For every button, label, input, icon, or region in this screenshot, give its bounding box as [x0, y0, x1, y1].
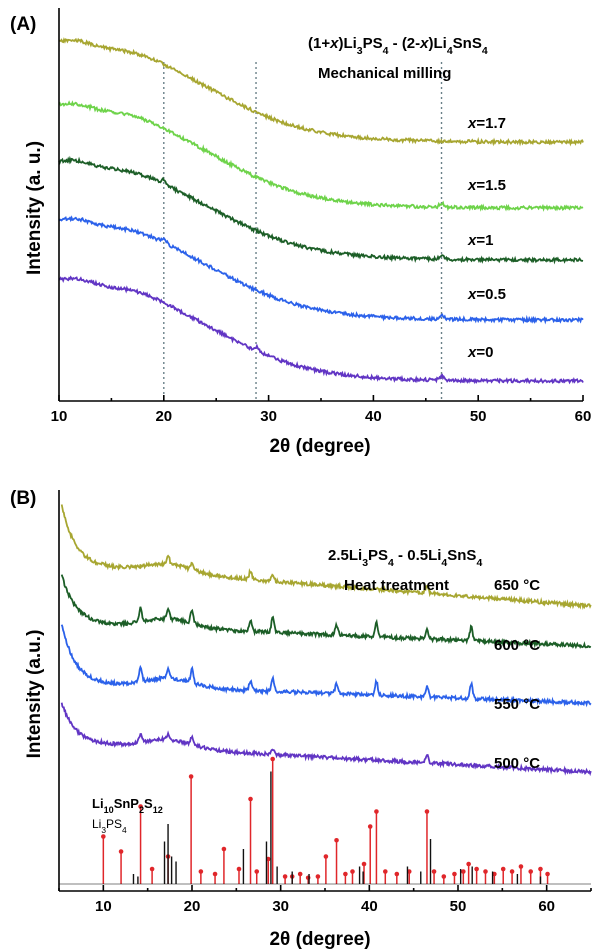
panel-b-x-axis-label: 2θ (degree): [269, 929, 370, 950]
panel-b-x-tick-label: 30: [272, 898, 289, 915]
reference-peak-marker: [382, 869, 388, 874]
reference-peak-marker: [118, 849, 124, 854]
reference-peak-marker: [212, 871, 218, 877]
panel-b-x-tick-label: 60: [538, 898, 555, 915]
reference-peak-marker: [343, 871, 348, 877]
panel-a-subtitle: Mechanical milling: [318, 65, 451, 82]
panel-b-series-line: [60, 504, 592, 610]
reference-peak-marker: [518, 864, 524, 869]
panel-b-reference-patterns: [59, 756, 591, 885]
panel-b-x-tick-label: 20: [184, 898, 201, 915]
panel-b-x-tick-label: 10: [95, 898, 112, 915]
panel-b-series-label: 500 °C: [494, 755, 540, 772]
panel-b-series-label: 650 °C: [494, 577, 540, 594]
reference-peak-marker: [282, 874, 288, 879]
panel-b-title: 2.5Li3PS4 - 0.5Li4SnS4: [328, 547, 482, 569]
reference-peak-marker: [315, 874, 321, 879]
reference-peak-marker: [466, 861, 471, 867]
reference-peak-marker: [270, 756, 275, 762]
reference-peak-marker: [297, 871, 303, 877]
panel-a-series-label: x=1.5: [467, 177, 506, 194]
panel-b-series-line: [60, 702, 592, 777]
reference-peak-marker: [248, 796, 253, 802]
panel-b-x-tick-label: 40: [361, 898, 378, 915]
panel-a-series-label: x=1.7: [467, 115, 506, 132]
panel-b-subtitle: Heat treatment: [344, 577, 449, 594]
reference-peak-marker: [323, 854, 329, 859]
panel-b-series: [60, 504, 592, 777]
panel-a-x-tick-label: 30: [260, 408, 277, 425]
panel-b-label: (B): [10, 488, 36, 509]
reference-peak-marker: [474, 866, 479, 872]
reference-peak-marker: [545, 871, 550, 877]
panel-a-series-line: [58, 100, 584, 212]
panel-a-series-label: x=0: [467, 344, 493, 361]
panel-a-x-tick-label: 40: [365, 408, 382, 425]
reference-peak-marker: [461, 869, 466, 874]
reference-peak-marker: [350, 869, 355, 874]
reference-peak-marker: [431, 869, 437, 874]
reference-peak-marker: [334, 837, 339, 843]
panel-a-series-line: [58, 155, 584, 265]
panel-b-x-tick-label: 50: [450, 898, 467, 915]
panel-a-x-tick-label: 20: [155, 408, 172, 425]
panel-a-series-line: [58, 215, 584, 325]
reference-peak-marker: [441, 874, 447, 879]
panel-a-series-label: x=1: [467, 232, 493, 249]
reference-peak-marker: [509, 869, 515, 874]
reference-peak-marker: [424, 809, 430, 814]
reference-peak-marker: [483, 869, 488, 874]
panel-a-series-labels: x=1.7 x=1.5 x=1 x=0.5 x=0: [467, 115, 506, 361]
reference-peak-marker: [221, 846, 227, 852]
reference-peak-marker: [500, 866, 506, 872]
reference-label-li10snp2s12: Li10SnP2S12: [92, 796, 163, 815]
reference-peak-marker: [188, 774, 194, 779]
panel-a-y-axis-label: Intensity (a. u.): [24, 141, 45, 275]
reference-peak-marker: [101, 834, 106, 839]
panel-b-series-labels: 650 °C 600 °C 550 °C 500 °C: [494, 577, 540, 772]
reference-peak-marker: [374, 809, 379, 814]
panel-a: (A) x=1.7 x=1.5 x=1 x=0.5 x=0 10 20 30 40 50 60 (…: [10, 8, 591, 457]
reference-peak-marker: [236, 866, 242, 872]
panel-a-x-tick-label: 10: [51, 408, 68, 425]
reference-peak-marker: [528, 869, 534, 874]
panel-a-reference-lines: [163, 62, 443, 401]
panel-a-x-tick-label: 60: [575, 408, 592, 425]
panel-a-series-label: x=0.5: [467, 286, 506, 303]
reference-peak-marker: [198, 869, 204, 874]
panel-a-label: (A): [10, 14, 36, 35]
panel-b-series-line: [60, 574, 592, 650]
panel-b-series-line: [60, 624, 592, 708]
reference-peak-marker: [254, 869, 260, 874]
panel-a-title: (1+x)Li3PS4 - (2-x)Li4SnS4: [308, 35, 488, 57]
panel-a-series-line: [58, 275, 584, 385]
reference-peak-marker: [149, 866, 155, 872]
panel-b-axes: 10 20 30 40 50 60: [58, 490, 592, 915]
panel-a-x-tick-label: 50: [470, 408, 487, 425]
reference-label-li3ps4: Li3PS4: [92, 817, 127, 835]
reference-peak-marker: [452, 871, 457, 877]
reference-peak-marker: [367, 824, 373, 829]
reference-peak-marker: [361, 861, 367, 867]
reference-peak-marker: [394, 871, 400, 877]
panel-a-series: [58, 37, 584, 385]
panel-a-axes: 10 20 30 40 50 60: [51, 8, 592, 425]
panel-b-series-label: 600 °C: [494, 637, 540, 654]
reference-peak-marker: [138, 804, 143, 809]
reference-peak-marker: [305, 875, 311, 881]
panel-b: (B) 650 °C 600 °C 550 °C 500 °C 10 20 30 40 50 6…: [10, 488, 592, 950]
panel-a-x-axis-label: 2θ (degree): [269, 436, 370, 457]
reference-peak-marker: [538, 866, 543, 872]
panel-a-series-line: [59, 37, 584, 147]
panel-b-series-label: 550 °C: [494, 696, 540, 713]
panel-b-y-axis-label: Intensity (a.u.): [24, 630, 45, 759]
